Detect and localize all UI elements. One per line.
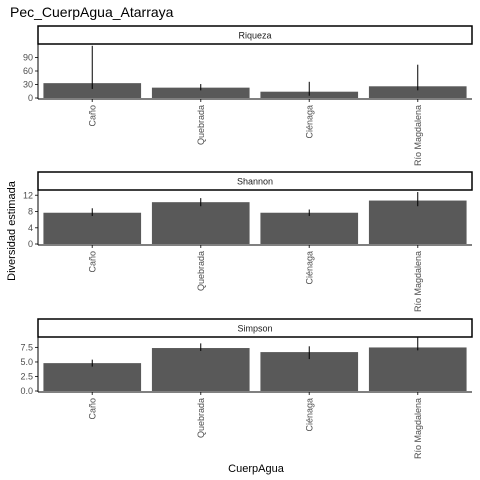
facet-strip-label: Simpson — [237, 324, 272, 334]
y-axis-label: Diversidad estimada — [6, 180, 18, 281]
bar — [43, 212, 142, 244]
x-tick-label: Quebrada — [196, 105, 206, 145]
y-tick-label: 60 — [23, 66, 33, 76]
y-tick-label: 90 — [23, 53, 33, 63]
facet-strip-label: Shannon — [237, 177, 273, 187]
bar — [43, 83, 142, 98]
bar — [368, 347, 467, 391]
facet-strip — [37, 25, 473, 45]
x-tick-label: Ciénaga — [304, 251, 314, 285]
x-tick-label: Río Magdalena — [413, 251, 423, 312]
facet-panels: Riqueza 0 30 60 90 Caño Quebrada Ciénaga Río Mag… — [20, 25, 473, 459]
chart-title: Pec_CuerpAgua_Atarraya — [10, 4, 174, 20]
x-tick-label: Quebrada — [196, 398, 206, 438]
bar — [43, 363, 142, 391]
bar — [151, 87, 250, 98]
y-tick-label: 0 — [28, 93, 33, 103]
bar — [260, 212, 359, 244]
x-tick-label: Río Magdalena — [413, 105, 423, 166]
y-tick-label: 0.0 — [20, 386, 33, 396]
y-tick-label: 8 — [28, 207, 33, 217]
y-tick-label: 30 — [23, 80, 33, 90]
facet-strip — [37, 171, 473, 191]
facet-strip — [37, 318, 473, 338]
bar — [368, 86, 467, 98]
y-tick-label: 2.5 — [20, 371, 33, 381]
bar — [368, 200, 467, 244]
x-tick-label: Quebrada — [196, 251, 206, 291]
x-tick-label: Caño — [87, 251, 97, 273]
y-tick-label: 0 — [28, 239, 33, 249]
x-tick-label: Río Magdalena — [413, 398, 423, 459]
x-tick-label: Ciénaga — [304, 105, 314, 139]
y-tick-label: 7.5 — [20, 342, 33, 352]
y-tick-label: 12 — [23, 190, 33, 200]
bar — [151, 348, 250, 391]
x-tick-label: Caño — [87, 105, 97, 127]
facet-strip-label: Riqueza — [238, 31, 271, 41]
y-tick-label: 5.0 — [20, 357, 33, 367]
x-axis-label: CuerpAgua — [228, 463, 285, 475]
x-tick-label: Caño — [87, 398, 97, 420]
bar — [151, 202, 250, 244]
x-tick-label: Ciénaga — [304, 398, 314, 432]
y-tick-label: 4 — [28, 223, 33, 233]
